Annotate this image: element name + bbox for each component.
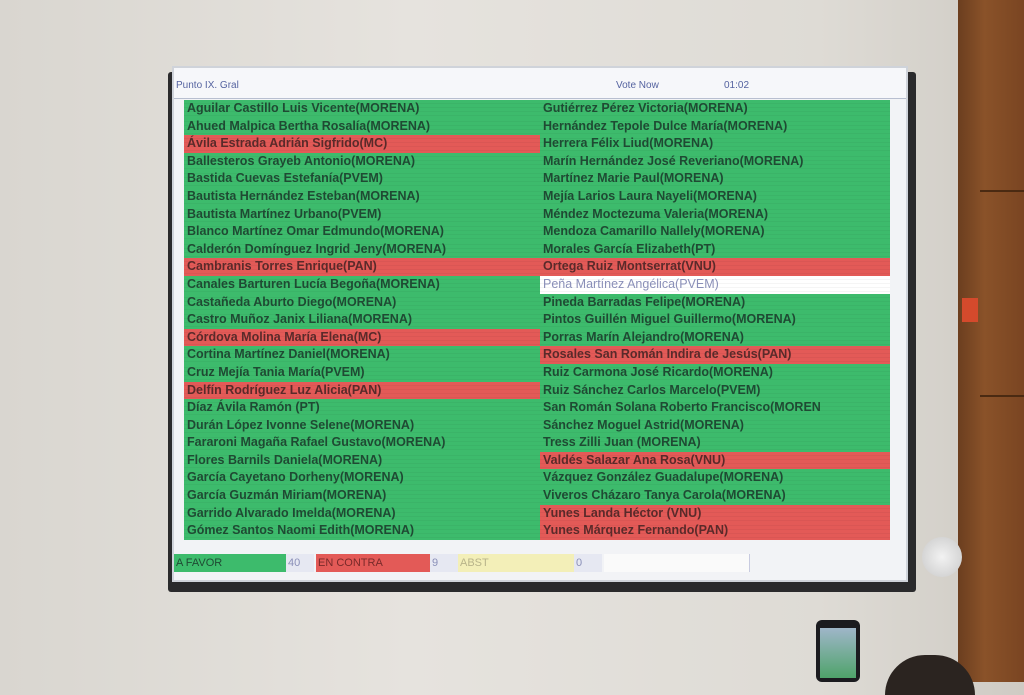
legislator-row-contra: Delfín Rodríguez Luz Alicia(PAN) bbox=[184, 381, 540, 400]
vote-timer: 01:02 bbox=[724, 80, 750, 91]
title-bar: Punto IX. Gral Vote Now 01:02 bbox=[174, 68, 906, 99]
wood-panel bbox=[958, 0, 1024, 682]
legislator-row-favor: Herrera Félix Liud(MORENA) bbox=[540, 135, 890, 153]
legislator-row-favor: Aguilar Castillo Luis Vicente(MORENA) bbox=[184, 100, 540, 118]
abst-count: 0 bbox=[574, 554, 602, 572]
legislator-row-favor: Pintos Guillén Miguel Guillermo(MORENA) bbox=[540, 311, 890, 329]
legislator-row-contra: Yunes Márquez Fernando(PAN) bbox=[540, 522, 890, 540]
legislator-row-contra: Valdés Salazar Ana Rosa(VNU) bbox=[540, 451, 890, 470]
legislator-row-favor: Blanco Martínez Omar Edmundo(MORENA) bbox=[184, 223, 540, 241]
legislator-row-favor: Pineda Barradas Felipe(MORENA) bbox=[540, 293, 890, 312]
left-column: Aguilar Castillo Luis Vicente(MORENA) Ahu… bbox=[184, 100, 540, 540]
legislator-row-favor: Gutiérrez Pérez Victoria(MORENA) bbox=[540, 100, 890, 118]
legislator-row-favor: Vázquez González Guadalupe(MORENA) bbox=[540, 469, 890, 488]
legislator-row-favor: Durán López Ivonne Selene(MORENA) bbox=[184, 416, 540, 435]
right-column: Gutiérrez Pérez Victoria(MORENA) Hernánde… bbox=[540, 100, 890, 540]
legislator-row-favor: Ruiz Sánchez Carlos Marcelo(PVEM) bbox=[540, 381, 890, 400]
legislator-row-favor: Morales García Elizabeth(PT) bbox=[540, 240, 890, 259]
legislator-row-favor: Viveros Cházaro Tanya Carola(MORENA) bbox=[540, 487, 890, 505]
legislator-row-favor: García Cayetano Dorheny(MORENA) bbox=[184, 469, 540, 488]
panel-seam bbox=[980, 190, 1024, 192]
legislator-row-favor: Tress Zilli Juan (MORENA) bbox=[540, 434, 890, 452]
legislator-row-favor: Castañeda Aburto Diego(MORENA) bbox=[184, 293, 540, 312]
wall-alarm-box bbox=[962, 298, 978, 322]
legislator-row-favor: Canales Barturen Lucía Begoña(MORENA) bbox=[184, 275, 540, 294]
contra-count: 9 bbox=[430, 554, 458, 572]
legislator-row-favor: Castro Muñoz Janix Liliana(MORENA) bbox=[184, 311, 540, 329]
legislator-row-favor: Sánchez Moguel Astrid(MORENA) bbox=[540, 416, 890, 435]
legislator-row-favor: Díaz Ávila Ramón (PT) bbox=[184, 399, 540, 417]
legislator-row-favor: Cruz Mejía Tania María(PVEM) bbox=[184, 363, 540, 382]
legislator-row-favor: Mejía Larios Laura Nayeli(MORENA) bbox=[540, 187, 890, 206]
voting-board: Punto IX. Gral Vote Now 01:02 Aguilar Ca… bbox=[172, 66, 908, 582]
legislator-row-favor: Mendoza Camarillo Nallely(MORENA) bbox=[540, 223, 890, 241]
legislator-row-favor: Cortina Martínez Daniel(MORENA) bbox=[184, 346, 540, 364]
abst-label: ABST bbox=[458, 554, 574, 572]
legislator-row-favor: García Guzmán Miriam(MORENA) bbox=[184, 487, 540, 505]
legislator-row-favor: Martínez Marie Paul(MORENA) bbox=[540, 170, 890, 188]
contra-label: EN CONTRA bbox=[316, 554, 430, 572]
legislator-row-favor: Ballesteros Grayeb Antonio(MORENA) bbox=[184, 152, 540, 171]
panel-seam bbox=[980, 395, 1024, 397]
legislator-row-favor: Hernández Tepole Dulce María(MORENA) bbox=[540, 117, 890, 136]
favor-count: 40 bbox=[286, 554, 314, 572]
agenda-item-title: Punto IX. Gral bbox=[176, 80, 239, 91]
vote-totals: A FAVOR 40 EN CONTRA 9 ABST 0 bbox=[174, 554, 906, 574]
legislator-row-favor: Ruiz Carmona José Ricardo(MORENA) bbox=[540, 363, 890, 382]
legislator-row-favor: Flores Barnils Daniela(MORENA) bbox=[184, 451, 540, 470]
wall-sensor bbox=[922, 537, 962, 577]
legislator-row-contra: Yunes Landa Héctor (VNU) bbox=[540, 504, 890, 523]
favor-label: A FAVOR bbox=[174, 554, 286, 572]
legislator-row-contra: Rosales San Román Indira de Jesús(PAN) bbox=[540, 346, 890, 364]
legislator-row-favor: Gómez Santos Naomi Edith(MORENA) bbox=[184, 522, 540, 540]
legislator-row-favor: Garrido Alvarado Imelda(MORENA) bbox=[184, 504, 540, 523]
legislator-row-favor: Calderón Domínguez Ingrid Jeny(MORENA) bbox=[184, 240, 540, 259]
phone-screen bbox=[820, 628, 856, 678]
legislator-row-contra: Cambranis Torres Enrique(PAN) bbox=[184, 258, 540, 276]
legislator-row-favor: Bastida Cuevas Estefanía(PVEM) bbox=[184, 170, 540, 188]
legislator-row-favor: Porras Marín Alejandro(MORENA) bbox=[540, 328, 890, 347]
vote-mode: Vote Now bbox=[616, 80, 659, 91]
legislator-row-favor: Méndez Moctezuma Valeria(MORENA) bbox=[540, 205, 890, 224]
legislator-row-contra: Ávila Estrada Adrián Sigfrido(MC) bbox=[184, 135, 540, 153]
spectator-phone bbox=[816, 620, 860, 682]
legislator-row-favor: Bautista Martínez Urbano(PVEM) bbox=[184, 205, 540, 224]
legislator-row-contra: Ortega Ruiz Montserrat(VNU) bbox=[540, 258, 890, 276]
legislator-row-favor: Ahued Malpica Bertha Rosalía(MORENA) bbox=[184, 117, 540, 136]
legislator-row-favor: Bautista Hernández Esteban(MORENA) bbox=[184, 187, 540, 206]
legislator-row-favor: Marín Hernández José Reveriano(MORENA) bbox=[540, 152, 890, 171]
legislator-row-none: Peña Martínez Angélica(PVEM) bbox=[540, 275, 890, 294]
legislator-row-favor: Fararoni Magaña Rafael Gustavo(MORENA) bbox=[184, 434, 540, 452]
legislator-row-contra: Córdova Molina María Elena(MC) bbox=[184, 328, 540, 347]
empty-cell bbox=[604, 554, 750, 572]
legislator-row-favor: San Román Solana Roberto Francisco(MOREN bbox=[540, 399, 890, 417]
